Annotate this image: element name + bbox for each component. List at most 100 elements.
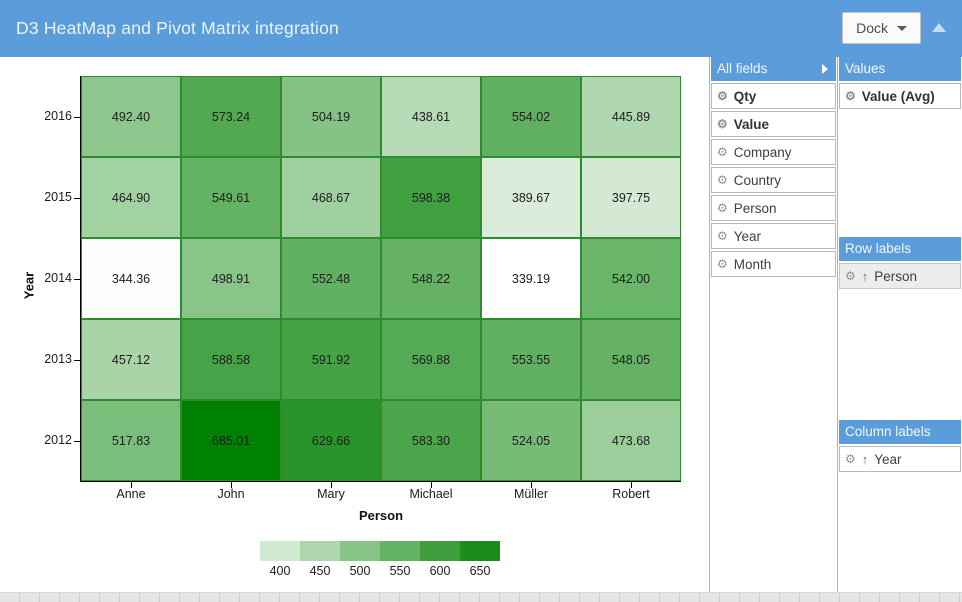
heatmap-cell: 504.19 bbox=[281, 76, 381, 157]
heatmap-chart: Year Person 2016 2015 2014 2013 2012 Anne John… bbox=[0, 57, 709, 593]
heatmap-cell: 397.75 bbox=[581, 157, 681, 238]
heatmap-cell: 685.01 bbox=[181, 400, 281, 481]
heatmap-cell: 598.38 bbox=[381, 157, 481, 238]
row-labels-list: ⚙ ↑ Person bbox=[839, 263, 961, 289]
column-labels-list: ⚙ ↑ Year bbox=[839, 446, 961, 472]
arrow-up-icon: ↑ bbox=[861, 451, 869, 467]
y-axis-title: Year bbox=[21, 271, 37, 300]
gear-icon: ⚙ bbox=[717, 145, 728, 159]
heatmap-cell: 553.55 bbox=[481, 319, 581, 400]
values-list: ⚙ Value (Avg) bbox=[839, 83, 961, 109]
y-tick bbox=[74, 279, 80, 280]
field-item-year[interactable]: ⚙ Year bbox=[711, 223, 836, 249]
heatmap-cell: 548.22 bbox=[381, 238, 481, 319]
gear-icon: ⚙ bbox=[717, 201, 728, 215]
legend-swatch bbox=[460, 541, 500, 561]
header-bar: D3 HeatMap and Pivot Matrix integration … bbox=[0, 0, 962, 57]
heatmap-cell: 473.68 bbox=[581, 400, 681, 481]
field-item-country[interactable]: ⚙ Country bbox=[711, 167, 836, 193]
x-axis-title: Person bbox=[358, 508, 404, 523]
values-header: Values bbox=[839, 57, 961, 81]
heatmap-cell: 591.92 bbox=[281, 319, 381, 400]
horizontal-scrollbar[interactable] bbox=[0, 592, 962, 602]
field-item-label: Qty bbox=[733, 88, 757, 104]
x-tick-label: Anne bbox=[116, 487, 146, 501]
value-item-value-avg[interactable]: ⚙ Value (Avg) bbox=[839, 83, 961, 109]
field-item-label: Country bbox=[733, 172, 782, 188]
heatmap-cell: 549.61 bbox=[181, 157, 281, 238]
legend-swatch bbox=[300, 541, 340, 561]
gear-icon: ⚙ bbox=[845, 269, 856, 283]
heatmap-cell: 492.40 bbox=[81, 76, 181, 157]
heatmap-cell: 468.67 bbox=[281, 157, 381, 238]
x-tick-label: Mary bbox=[317, 487, 345, 501]
y-tick-label: 2012 bbox=[44, 432, 72, 447]
legend-swatch bbox=[380, 541, 420, 561]
legend-swatch bbox=[420, 541, 460, 561]
legend-swatch bbox=[340, 541, 380, 561]
field-item-value[interactable]: ⚙ Value bbox=[711, 111, 836, 137]
legend-label: 550 bbox=[389, 564, 411, 578]
x-tick-label: Robert bbox=[612, 487, 650, 501]
field-item-label: Value (Avg) bbox=[861, 88, 935, 104]
heatmap-cell: 554.02 bbox=[481, 76, 581, 157]
gear-icon: ⚙ bbox=[845, 452, 856, 466]
all-fields-title: All fields bbox=[717, 61, 768, 76]
x-axis-line bbox=[80, 481, 681, 482]
field-item-label: Company bbox=[733, 144, 792, 160]
y-axis-line bbox=[80, 76, 81, 482]
gear-icon: ⚙ bbox=[717, 257, 728, 271]
values-panel: Values ⚙ Value (Avg) bbox=[839, 57, 961, 109]
column-labels-title: Column labels bbox=[845, 424, 931, 439]
legend-label: 600 bbox=[429, 564, 451, 578]
field-item-qty[interactable]: ⚙ Qty bbox=[711, 83, 836, 109]
x-tick-label: John bbox=[217, 487, 245, 501]
field-item-label: Month bbox=[733, 256, 772, 272]
arrow-up-icon: ↑ bbox=[861, 268, 869, 284]
y-tick bbox=[74, 198, 80, 199]
field-item-month[interactable]: ⚙ Month bbox=[711, 251, 836, 277]
heatmap-cell: 588.58 bbox=[181, 319, 281, 400]
heatmap-cell: 569.88 bbox=[381, 319, 481, 400]
x-tick-label: Müller bbox=[513, 487, 549, 501]
all-fields-list: ⚙ Qty ⚙ Value ⚙ Company ⚙ Country ⚙ Person ⚙ Year ⚙ M… bbox=[711, 83, 836, 277]
y-tick-label: 2016 bbox=[44, 108, 72, 123]
gear-icon: ⚙ bbox=[717, 117, 728, 131]
x-tick bbox=[131, 482, 132, 488]
heatmap-cell: 438.61 bbox=[381, 76, 481, 157]
field-item-label: Value bbox=[733, 116, 770, 132]
field-item-label: Year bbox=[733, 228, 762, 244]
chevron-up-icon[interactable] bbox=[932, 23, 946, 32]
field-item-label: Year bbox=[874, 451, 902, 467]
heatmap-cell: 552.48 bbox=[281, 238, 381, 319]
legend-label: 500 bbox=[349, 564, 371, 578]
triangle-right-icon[interactable] bbox=[822, 64, 828, 74]
legend-label: 650 bbox=[469, 564, 491, 578]
heatmap-cell: 389.67 bbox=[481, 157, 581, 238]
heatmap-cell: 498.91 bbox=[181, 238, 281, 319]
heatmap-cell: 548.05 bbox=[581, 319, 681, 400]
legend-swatch bbox=[260, 541, 300, 561]
values-title: Values bbox=[845, 61, 886, 76]
heatmap-cell: 524.05 bbox=[481, 400, 581, 481]
y-tick bbox=[74, 360, 80, 361]
y-tick bbox=[74, 117, 80, 118]
row-label-item-person[interactable]: ⚙ ↑ Person bbox=[839, 263, 961, 289]
dock-button[interactable]: Dock bbox=[842, 12, 921, 44]
panel-divider bbox=[709, 57, 710, 593]
heatmap-cell: 464.90 bbox=[81, 157, 181, 238]
gear-icon: ⚙ bbox=[845, 89, 856, 103]
x-tick bbox=[631, 482, 632, 488]
field-item-label: Person bbox=[874, 268, 918, 284]
field-item-company[interactable]: ⚙ Company bbox=[711, 139, 836, 165]
field-item-person[interactable]: ⚙ Person bbox=[711, 195, 836, 221]
column-labels-header: Column labels bbox=[839, 420, 961, 444]
x-tick-label: Michael bbox=[409, 487, 453, 501]
heatmap-cell: 445.89 bbox=[581, 76, 681, 157]
row-labels-panel: Row labels ⚙ ↑ Person bbox=[839, 237, 961, 289]
column-label-item-year[interactable]: ⚙ ↑ Year bbox=[839, 446, 961, 472]
pivot-areas-panel: Values ⚙ Value (Avg) Row labels ⚙ ↑ Person … bbox=[839, 57, 961, 593]
row-labels-header: Row labels bbox=[839, 237, 961, 261]
heatmap-cell: 339.19 bbox=[481, 238, 581, 319]
